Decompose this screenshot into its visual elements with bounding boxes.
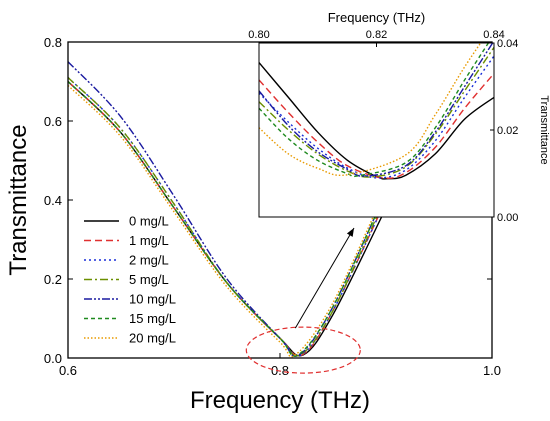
- y-tick-label: 0.2: [44, 272, 62, 287]
- legend-label-10-mg-l: 10 mg/L: [129, 292, 176, 307]
- inset-y-tick-label: 0.02: [497, 125, 518, 137]
- inset-curves: [259, 43, 494, 180]
- inset-series-line-5-mg-l: [259, 46, 494, 178]
- inset-series-line-1-mg-l: [259, 72, 494, 179]
- zoom-arrow-head: [346, 228, 354, 237]
- legend-label-15-mg-l: 15 mg/L: [129, 311, 176, 326]
- zoom-arrow-line: [294, 227, 355, 329]
- legend: 0 mg/L 1 mg/L 2 mg/L 5 mg/L 10 mg/L 15 mg/L 20…: [84, 214, 176, 346]
- x-tick-label: 0.6: [59, 363, 77, 378]
- x-axis-title: Frequency (THz): [190, 387, 370, 414]
- inset-x-tick-label: 0.80: [248, 29, 269, 41]
- zoom-region-ellipse: [245, 326, 361, 374]
- inset-series-line-20-mg-l: [259, 43, 482, 177]
- legend-label-1-mg-l: 1 mg/L: [129, 233, 169, 248]
- inset-y-tick-label: 0.00: [497, 212, 518, 224]
- y-tick-label: 0.0: [44, 351, 62, 366]
- inset-y-tick-label: 0.04: [497, 38, 518, 50]
- y-tick-label: 0.6: [44, 114, 62, 129]
- y-axis-title: Transmittance: [5, 124, 32, 275]
- inset-x-tick-label: 0.82: [366, 29, 387, 41]
- inset-x-tick-label: 0.84: [483, 29, 504, 41]
- x-tick-label: 1.0: [483, 363, 501, 378]
- inset-series-line-10-mg-l: [259, 43, 494, 177]
- main-curves: [68, 61, 387, 358]
- legend-label-2-mg-l: 2 mg/L: [129, 253, 169, 268]
- y-tick-label: 0.8: [44, 35, 62, 50]
- y-tick-label: 0.4: [44, 193, 62, 208]
- inset-background: [259, 43, 494, 217]
- series-line-15-mg-l: [68, 80, 387, 357]
- inset-series-line-0-mg-l: [259, 62, 494, 180]
- legend-label-20-mg-l: 20 mg/L: [129, 331, 176, 346]
- inset-x-axis-title: Frequency (THz): [328, 10, 426, 25]
- series-line-5-mg-l: [68, 77, 387, 357]
- legend-label-5-mg-l: 5 mg/L: [129, 272, 169, 287]
- inset-plot: 0.80 0.82 0.84 0.00 0.02 0.04 Frequency (THz) T…: [248, 10, 550, 224]
- legend-label-0-mg-l: 0 mg/L: [129, 214, 169, 229]
- inset-series-line-2-mg-l: [259, 55, 494, 179]
- inset-y-axis-title: Transmittance: [538, 95, 550, 164]
